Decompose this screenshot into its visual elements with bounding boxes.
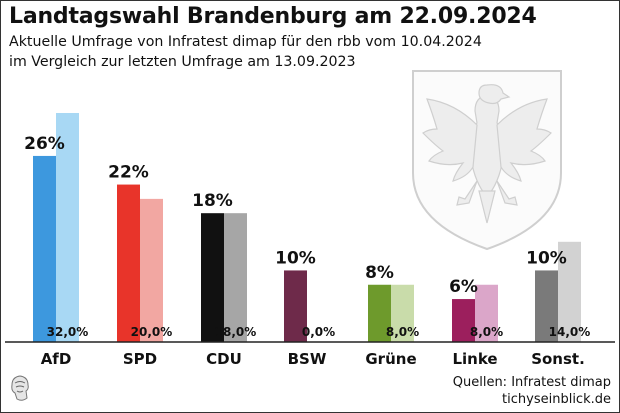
bar-previous-AfD bbox=[56, 113, 79, 342]
data-label-current-Sonst.: 10% bbox=[526, 248, 567, 268]
source-line-1: Quellen: Infratest dimap bbox=[452, 375, 611, 390]
data-label-current-Linke: 6% bbox=[449, 277, 478, 297]
bar-current-AfD bbox=[33, 155, 56, 342]
data-label-previous-Grüne: 8,0% bbox=[386, 325, 419, 339]
bar-current-BSW bbox=[284, 270, 307, 342]
source-note: Quellen: Infratest dimap tichyseinblick.… bbox=[453, 374, 611, 408]
bar-current-SPD bbox=[117, 184, 140, 342]
data-label-previous-AfD: 32,0% bbox=[47, 325, 89, 339]
tichys-einblick-logo bbox=[9, 374, 31, 408]
category-label-Linke: Linke bbox=[452, 350, 497, 368]
data-label-current-Grüne: 8% bbox=[365, 263, 394, 283]
bar-current-Sonst. bbox=[535, 270, 558, 342]
chart-subtitle-line2: im Vergleich zur letzten Umfrage am 13.0… bbox=[9, 54, 356, 70]
bar-previous-Grüne bbox=[391, 284, 414, 342]
eagle-right-leg bbox=[496, 180, 518, 206]
bar-current-CDU bbox=[201, 213, 224, 342]
bar-previous-Sonst. bbox=[558, 241, 581, 342]
data-label-current-AfD: 26% bbox=[24, 134, 65, 154]
data-label-previous-CDU: 18,0% bbox=[215, 325, 257, 339]
category-label-CDU: CDU bbox=[206, 350, 242, 368]
data-label-previous-BSW: 0,0% bbox=[302, 325, 335, 339]
eagle-left-wing bbox=[422, 98, 478, 182]
bar-previous-SPD bbox=[140, 198, 163, 342]
data-label-current-SPD: 22% bbox=[108, 163, 149, 183]
bar-previous-CDU bbox=[224, 213, 247, 342]
category-label-AfD: AfD bbox=[41, 350, 72, 368]
chart-title: Landtagswahl Brandenburg am 22.09.2024 bbox=[9, 4, 537, 29]
eagle-right-wing bbox=[496, 98, 552, 182]
bar-previous-Linke bbox=[475, 284, 498, 342]
source-line-2: tichyseinblick.de bbox=[502, 392, 611, 407]
category-label-BSW: BSW bbox=[288, 350, 327, 368]
data-label-previous-Linke: 8,0% bbox=[470, 325, 503, 339]
data-label-previous-SPD: 20,0% bbox=[131, 325, 173, 339]
chart-subtitle-line1: Aktuelle Umfrage von Infratest dimap für… bbox=[9, 34, 482, 50]
data-label-previous-Sonst.: 14,0% bbox=[549, 325, 591, 339]
eagle-left-leg bbox=[456, 180, 478, 206]
bar-current-Grüne bbox=[368, 284, 391, 342]
bar-current-Linke bbox=[452, 299, 475, 342]
data-label-current-CDU: 18% bbox=[192, 191, 233, 211]
brandenburg-eagle-watermark bbox=[412, 70, 562, 251]
category-label-Grüne: Grüne bbox=[365, 350, 416, 368]
eagle-head bbox=[478, 84, 511, 105]
eagle-tail bbox=[478, 190, 496, 224]
category-label-Sonst.: Sonst. bbox=[531, 350, 585, 368]
category-label-SPD: SPD bbox=[123, 350, 157, 368]
data-label-current-BSW: 10% bbox=[275, 248, 316, 268]
